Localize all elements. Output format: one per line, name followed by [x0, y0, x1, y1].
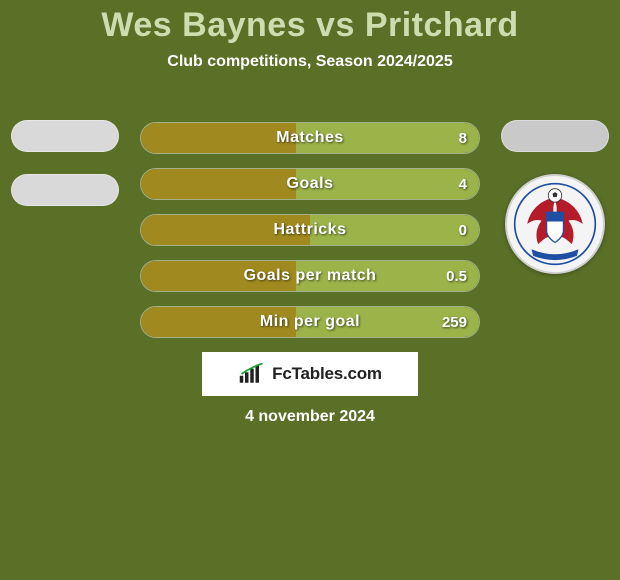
stat-label: Min per goal [141, 307, 479, 337]
branding-text: FcTables.com [272, 364, 382, 384]
stat-row: Hattricks0 [140, 214, 480, 246]
left-player-pill [11, 174, 119, 206]
stats-column: Matches8Goals4Hattricks0Goals per match0… [140, 122, 480, 352]
right-player-pill [501, 120, 609, 152]
right-player-column [490, 120, 620, 274]
stat-value-right: 0.5 [446, 261, 467, 291]
stat-label: Hattricks [141, 215, 479, 245]
stat-label: Matches [141, 123, 479, 153]
stat-label: Goals [141, 169, 479, 199]
stat-row: Goals per match0.5 [140, 260, 480, 292]
stat-value-right: 4 [459, 169, 467, 199]
stat-value-right: 0 [459, 215, 467, 245]
stat-value-right: 8 [459, 123, 467, 153]
crest-icon [513, 182, 597, 266]
stat-value-right: 259 [442, 307, 467, 337]
stat-row: Matches8 [140, 122, 480, 154]
bars-icon [238, 363, 266, 385]
page-title: Wes Baynes vs Pritchard [0, 0, 620, 45]
stat-label: Goals per match [141, 261, 479, 291]
left-player-column [0, 120, 130, 228]
left-player-pill [11, 120, 119, 152]
comparison-infographic: Wes Baynes vs Pritchard Club competition… [0, 0, 620, 580]
branding-badge: FcTables.com [202, 352, 418, 396]
stat-row: Goals4 [140, 168, 480, 200]
date-text: 4 november 2024 [0, 408, 620, 426]
stat-row: Min per goal259 [140, 306, 480, 338]
page-subtitle: Club competitions, Season 2024/2025 [0, 53, 620, 71]
club-crest [505, 174, 605, 274]
